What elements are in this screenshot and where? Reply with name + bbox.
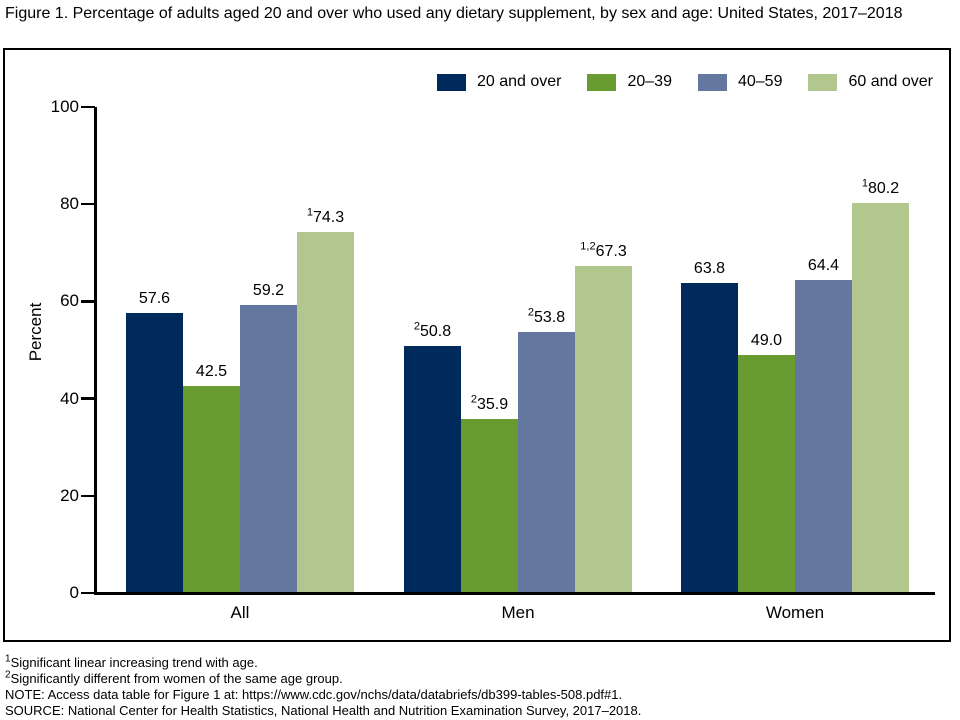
legend-swatch-icon: [436, 73, 466, 91]
bar-value-label: 64.4: [807, 257, 840, 275]
y-tick: [81, 397, 95, 400]
bar-value-label: 235.9: [470, 393, 509, 413]
y-axis-title: Percent: [26, 302, 45, 362]
legend-swatch-icon: [808, 73, 838, 91]
legend-item: 40–59: [697, 73, 783, 91]
bar-value-label: 57.6: [138, 290, 171, 308]
x-category-label-men: Men: [501, 603, 535, 622]
bar-value-label: 250.8: [413, 320, 452, 341]
footnotes: 1Significant linear increasing trend wit…: [5, 653, 955, 719]
y-tick: [81, 300, 95, 303]
bar-value-label: 1,267.3: [580, 240, 627, 260]
legend-item: 20 and over: [436, 73, 562, 91]
bar-20–39-men: [461, 418, 518, 593]
y-tick-label: 0: [69, 583, 79, 602]
legend-item: 20–39: [587, 73, 672, 91]
y-tick-label: 80: [60, 194, 79, 214]
legend-label: 20–39: [627, 73, 672, 90]
bar-value-label: 253.8: [527, 306, 566, 326]
y-tick: [81, 202, 95, 206]
bar-value-label: 42.5: [195, 363, 228, 381]
y-tick-label: 20: [60, 485, 79, 505]
legend-item: 60 and over: [808, 73, 933, 91]
bar-20–39-women: [738, 354, 795, 593]
legend-swatch-icon: [587, 73, 617, 91]
bar-60-and-over-women: [852, 203, 909, 593]
bar-value-label: 180.2: [861, 177, 900, 198]
figure-title: Figure 1. Percentage of adults aged 20 a…: [5, 5, 903, 22]
footnote-line: NOTE: Access data table for Figure 1 at:…: [5, 687, 623, 702]
bar-60-and-over-men: [575, 265, 632, 593]
legend: 20 and over 20–39 40–59 60 and over: [436, 73, 933, 91]
bar-40–59-men: [518, 331, 575, 593]
bar-value-label: 63.8: [693, 259, 726, 277]
footnote-line: 1Significant linear increasing trend wit…: [5, 653, 258, 670]
bar-20-and-over-women: [681, 282, 738, 593]
bar-value-label: 174.3: [306, 206, 345, 226]
y-tick-label: 60: [60, 291, 79, 311]
legend-label: 60 and over: [848, 73, 933, 90]
bar-60-and-over-all: [297, 231, 354, 593]
y-tick-label: 100: [50, 97, 79, 116]
legend-label: 20 and over: [476, 73, 562, 90]
bar-40–59-women: [795, 280, 852, 593]
legend-label: 40–59: [737, 73, 783, 90]
bar-value-label: 59.2: [252, 282, 285, 300]
bar-20-and-over-all: [126, 313, 183, 593]
x-category-label-women: Women: [765, 603, 825, 622]
footnote-line: 2Significantly different from women of t…: [5, 669, 343, 686]
bar-20–39-all: [183, 386, 240, 593]
bar-40–59-all: [240, 305, 297, 593]
x-axis-baseline: [94, 591, 935, 595]
bar-value-label: 49.0: [750, 331, 783, 349]
y-tick: [81, 591, 95, 595]
chart-frame: 20 and over 20–39 40–59 60 and over Percent…: [3, 48, 951, 642]
bar-20-and-over-men: [404, 346, 461, 593]
x-category-label-all: All: [230, 603, 250, 622]
y-tick-label: 40: [60, 388, 79, 408]
y-axis-line: [94, 107, 97, 593]
footnote-line: SOURCE: National Center for Health Stati…: [5, 703, 642, 718]
y-tick: [81, 105, 95, 109]
y-tick: [81, 494, 95, 498]
legend-swatch-icon: [697, 73, 727, 91]
